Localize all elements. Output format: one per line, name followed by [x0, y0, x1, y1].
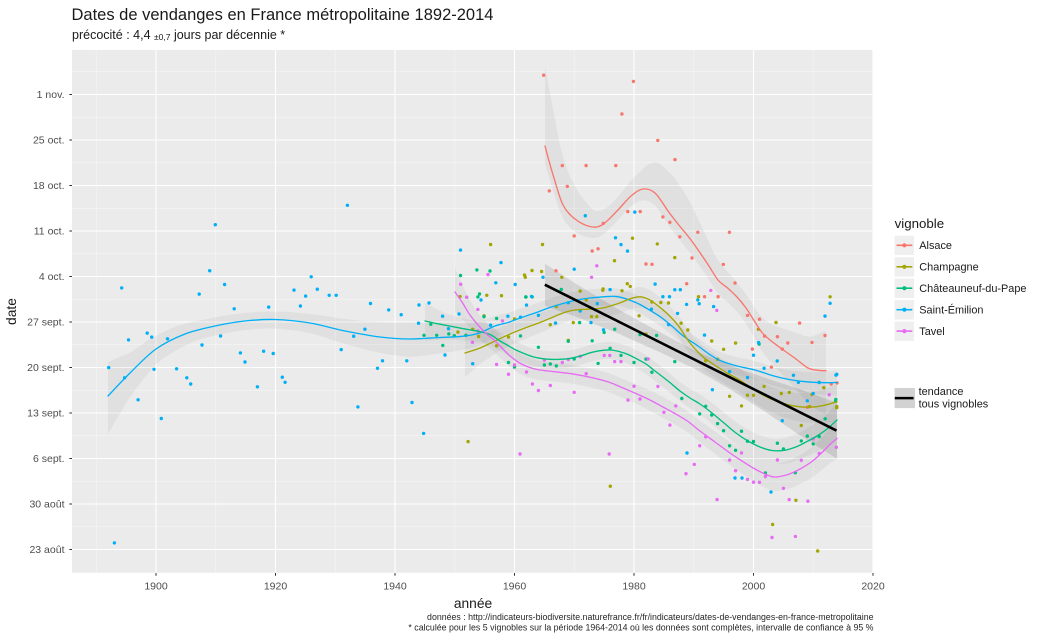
svg-text:précocité : 4,4 ±0,7 jours par: précocité : 4,4 ±0,7 jours par décennie … — [72, 28, 285, 42]
svg-text:Saint-Émilion: Saint-Émilion — [919, 304, 983, 317]
svg-text:Dates de vendanges en France m: Dates de vendanges en France métropolita… — [72, 6, 494, 24]
svg-text:2000: 2000 — [742, 581, 766, 593]
svg-text:vignoble: vignoble — [895, 216, 945, 231]
svg-text:1960: 1960 — [503, 581, 527, 593]
svg-text:25 oct.: 25 oct. — [33, 135, 65, 147]
svg-text:données : http://indicateurs-b: données : http://indicateurs-biodiversit… — [427, 612, 874, 622]
svg-text:1920: 1920 — [264, 581, 288, 593]
svg-text:date: date — [4, 298, 19, 325]
svg-text:4 oct.: 4 oct. — [39, 271, 65, 283]
svg-text:Tavel: Tavel — [919, 326, 944, 338]
svg-text:Champagne: Champagne — [919, 262, 978, 274]
svg-text:6 sept.: 6 sept. — [33, 453, 65, 465]
svg-text:1980: 1980 — [622, 581, 646, 593]
svg-text:27 sept.: 27 sept. — [27, 317, 64, 329]
svg-text:18 oct.: 18 oct. — [33, 180, 65, 192]
svg-text:tous vignobles: tous vignobles — [919, 398, 989, 410]
svg-text:30 août: 30 août — [29, 499, 64, 511]
svg-text:23 août: 23 août — [29, 544, 64, 556]
svg-text:11 oct.: 11 oct. — [34, 226, 65, 238]
svg-text:année: année — [454, 596, 493, 611]
svg-text:1 nov.: 1 nov. — [37, 89, 65, 101]
svg-text:1940: 1940 — [383, 581, 407, 593]
svg-text:Châteauneuf-du-Pape: Châteauneuf-du-Pape — [919, 283, 1026, 295]
svg-text:13 sept.: 13 sept. — [27, 408, 64, 420]
svg-text:2020: 2020 — [861, 581, 885, 593]
svg-text:Alsace: Alsace — [919, 240, 952, 252]
svg-text:* calculée pour les 5 vignoble: * calculée pour les 5 vignobles sur la p… — [408, 623, 873, 633]
svg-text:20 sept.: 20 sept. — [27, 362, 64, 374]
svg-text:tendance: tendance — [919, 386, 964, 398]
svg-text:1900: 1900 — [144, 581, 168, 593]
